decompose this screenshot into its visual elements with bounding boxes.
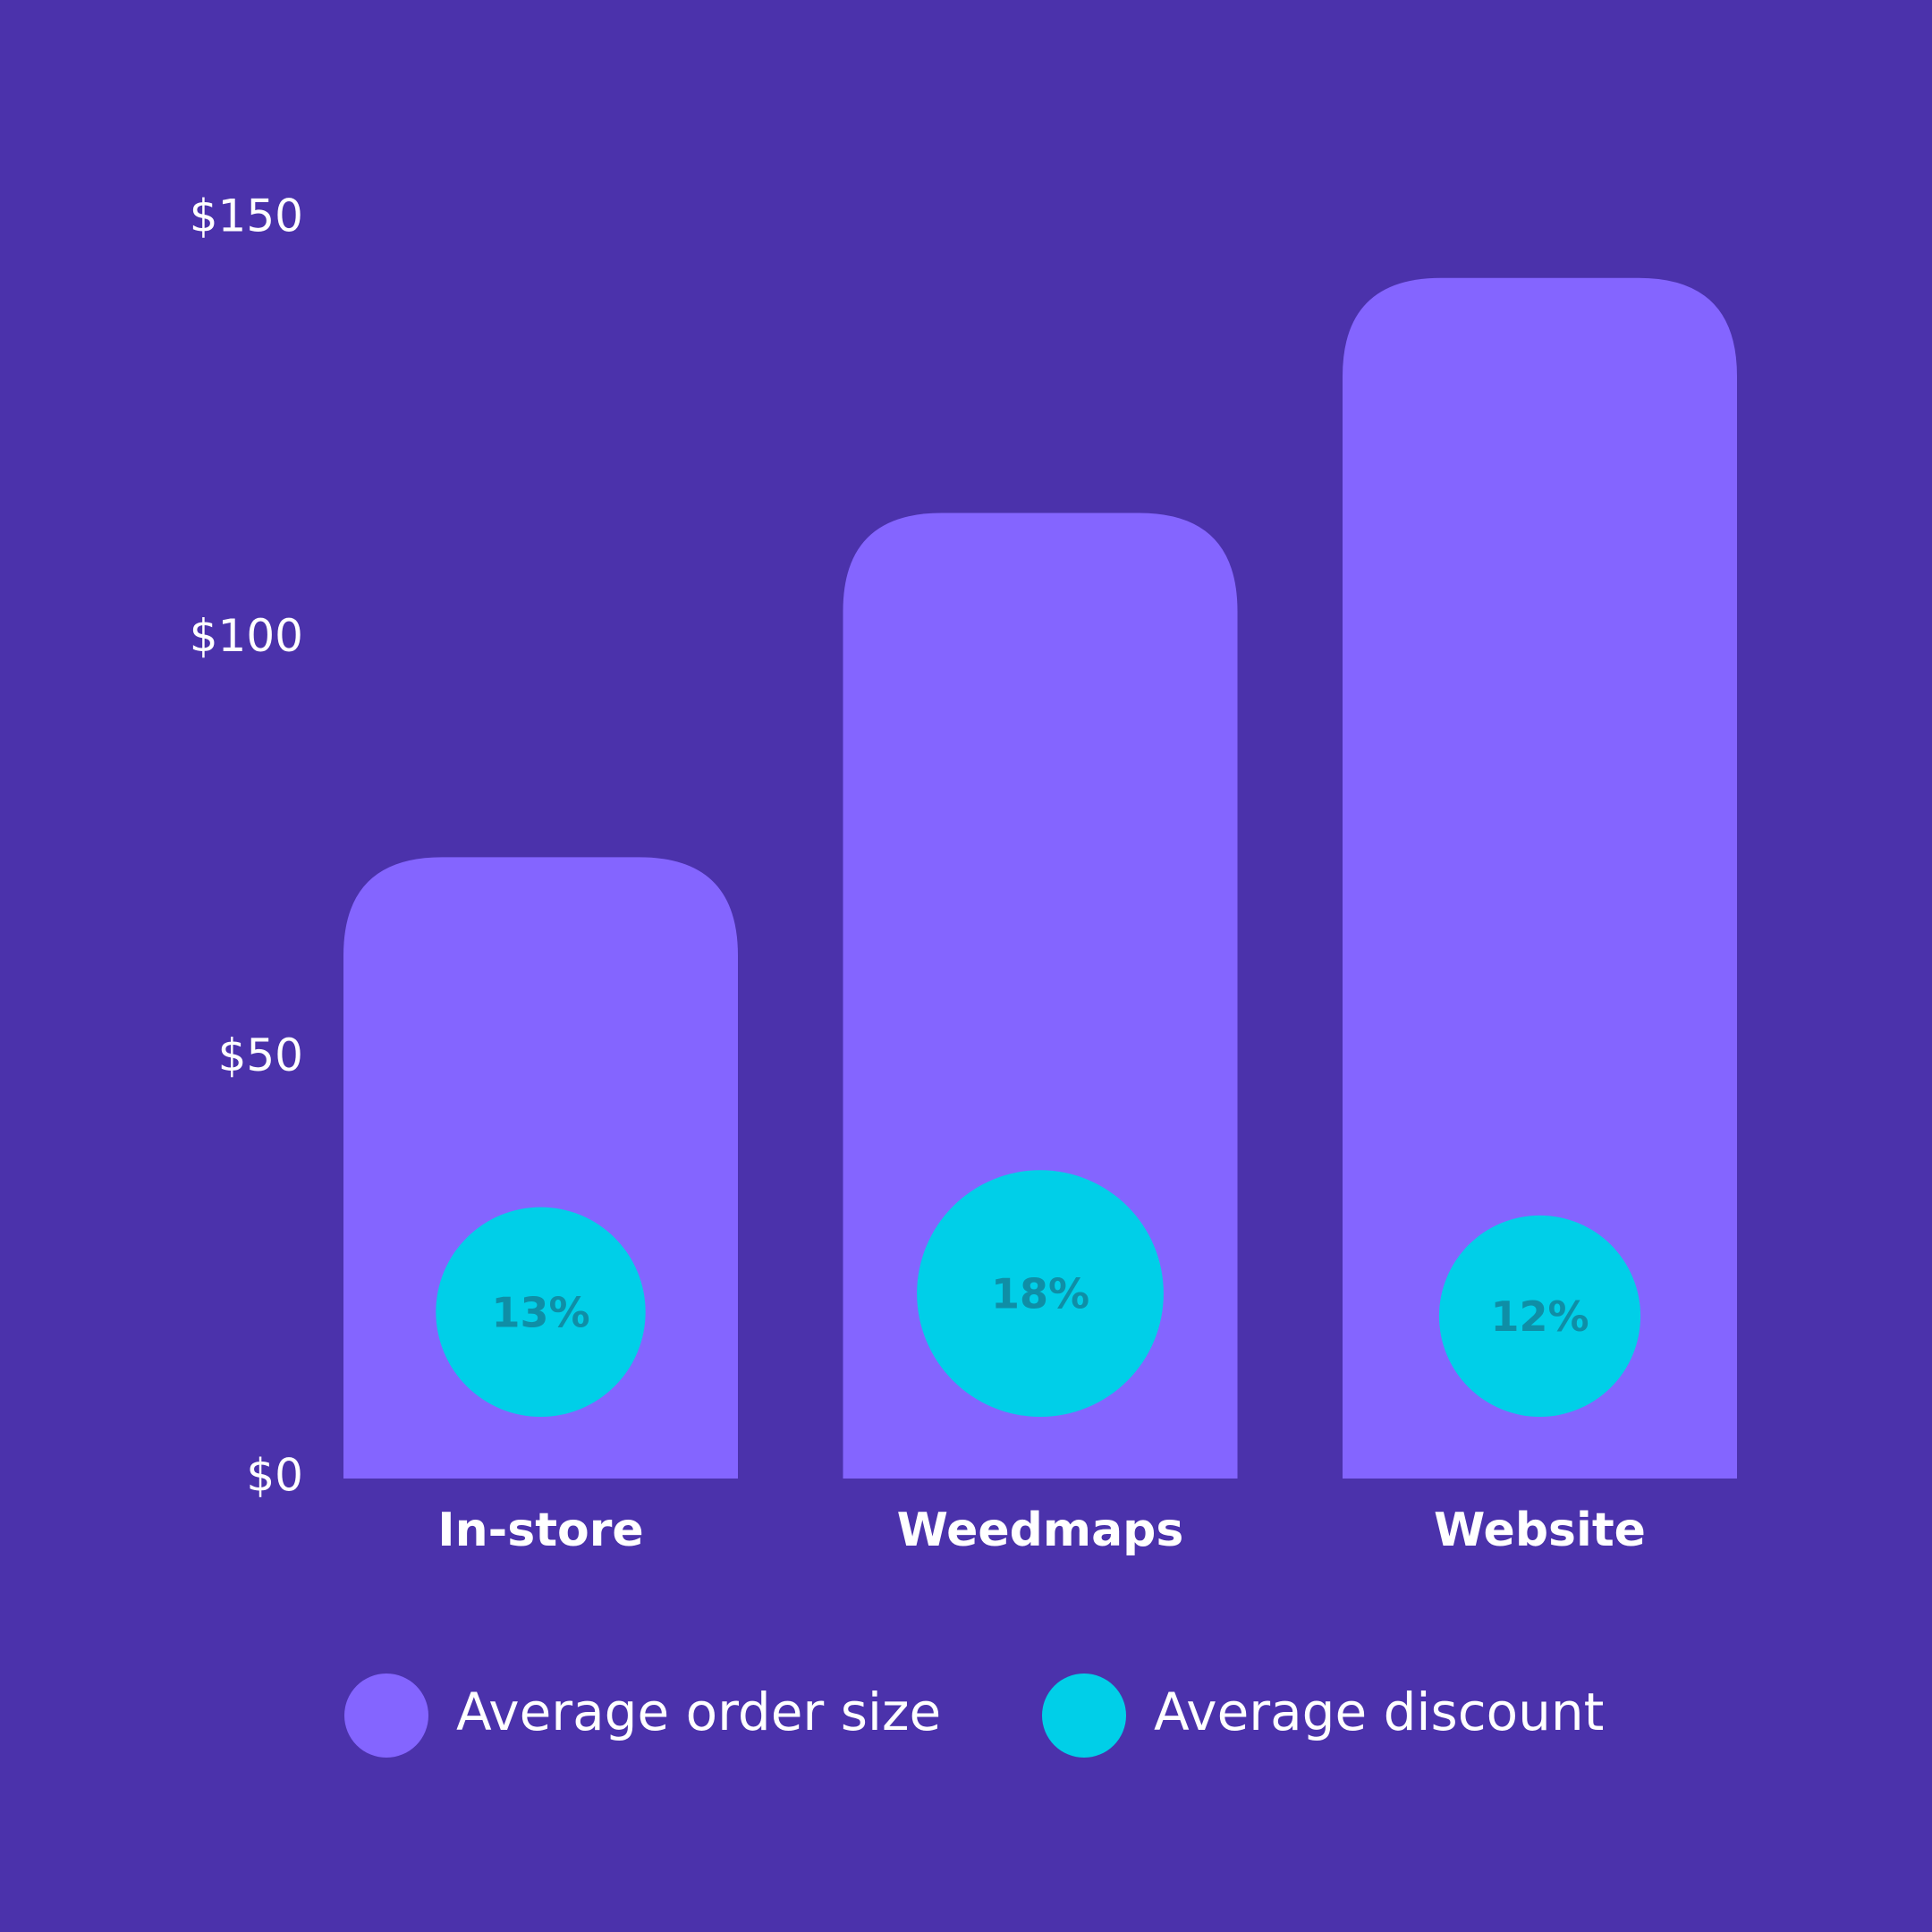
y-tick-label: $50 bbox=[218, 1030, 303, 1081]
legend-label: Average order size bbox=[456, 1682, 941, 1742]
y-tick-label: $150 bbox=[190, 191, 303, 242]
discount-bubble bbox=[436, 1207, 646, 1417]
data-label: 12% bbox=[1490, 1292, 1589, 1341]
data-label: 13% bbox=[491, 1288, 589, 1336]
x-tick-label: Website bbox=[1434, 1504, 1646, 1557]
x-tick-label: Weedmaps bbox=[897, 1504, 1184, 1557]
legend-label: Average discount bbox=[1154, 1682, 1604, 1742]
y-tick-label: $100 bbox=[190, 610, 303, 662]
data-label: 18% bbox=[991, 1270, 1089, 1318]
y-tick-label: $0 bbox=[246, 1450, 303, 1502]
legend-swatch bbox=[344, 1674, 428, 1758]
legend-swatch bbox=[1042, 1674, 1126, 1758]
discount-bubble bbox=[917, 1170, 1164, 1417]
discount-bubble bbox=[1438, 1215, 1641, 1418]
bar bbox=[1343, 277, 1737, 1479]
x-tick-label: In-store bbox=[437, 1504, 643, 1557]
